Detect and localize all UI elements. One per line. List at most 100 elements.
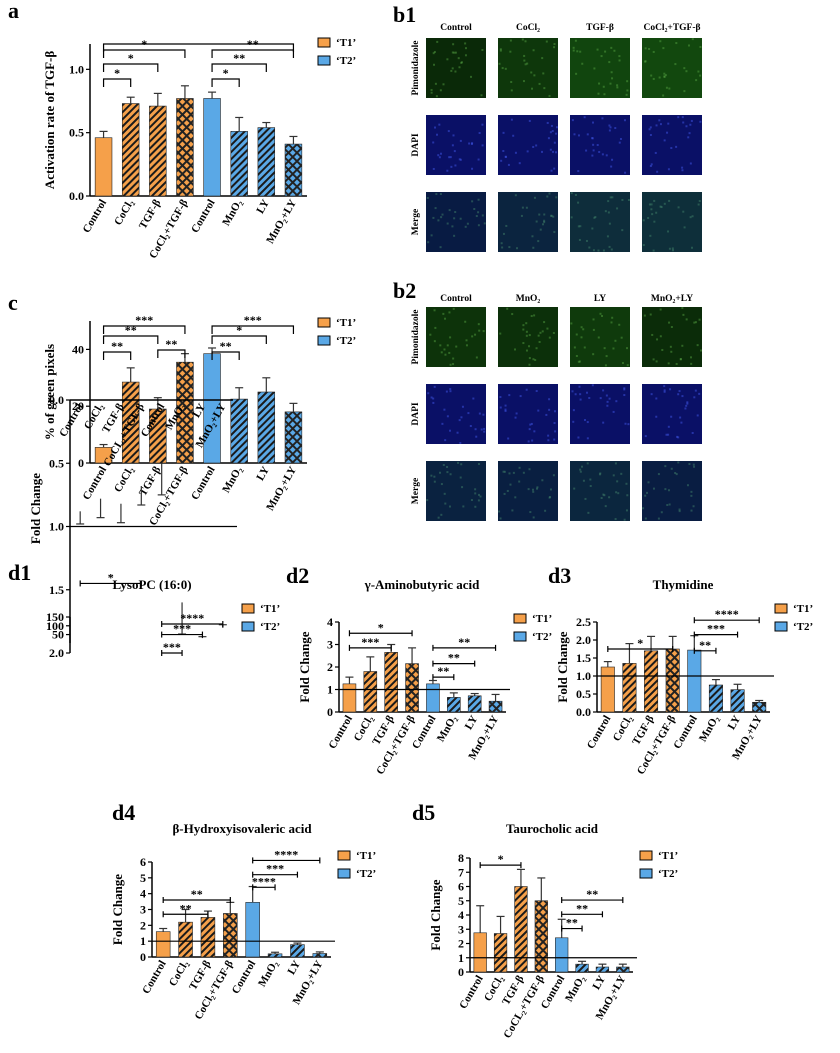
- x-tick-label: LY: [591, 973, 609, 991]
- legend-swatch-t2: [513, 631, 527, 642]
- error-bar-2: [516, 868, 525, 887]
- significance-bracket: **: [211, 37, 295, 58]
- error-bar-1: [126, 96, 135, 104]
- error-bar-5: [449, 692, 458, 698]
- y-tick-label: 0.5: [69, 126, 84, 140]
- bar-2: [514, 886, 528, 973]
- significance-bracket: *: [211, 323, 267, 344]
- error-bar-0: [603, 660, 612, 667]
- significance-bracket: **: [561, 887, 624, 904]
- y-tick-label: 1: [140, 934, 146, 948]
- error-bar-0: [76, 511, 85, 525]
- column-header: Control: [440, 23, 472, 33]
- significance-bracket: **: [432, 635, 497, 651]
- panel-label: b1: [393, 2, 416, 27]
- significance-bracket: **: [162, 887, 231, 903]
- legend-label-t1: ‘T1’: [336, 317, 356, 329]
- legend: ‘T1’ ‘T2’: [317, 37, 356, 67]
- legend-swatch-t2: [317, 55, 331, 66]
- column-header: CoCl₂+TGF-β: [643, 23, 700, 33]
- x-tick-label: MnO₂: [435, 713, 460, 744]
- legend: ‘T1’ ‘T2’: [317, 317, 356, 347]
- y-tick-label: 2: [140, 918, 146, 932]
- error-bar-1: [496, 915, 505, 934]
- significance-bracket: ***: [693, 622, 739, 638]
- bar-3: [534, 900, 548, 973]
- bar-6: [595, 966, 610, 973]
- y-tick-label: 0: [140, 950, 146, 964]
- significance-bracket: ****: [252, 847, 321, 864]
- x-tick-label: Control: [57, 402, 86, 440]
- significance-bracket: *: [607, 636, 674, 652]
- error-bar-5: [235, 387, 244, 400]
- row-label: Merge: [411, 209, 421, 235]
- y-axis-title: Fold Change: [428, 879, 443, 950]
- error-bar-2: [153, 92, 162, 107]
- x-tick-label: TGF-β: [137, 197, 164, 231]
- x-tick-label: Control: [81, 198, 110, 236]
- bar-0: [473, 932, 487, 973]
- column-header: LY: [594, 294, 606, 304]
- x-tick-label: MnO₂: [697, 713, 722, 744]
- error-bar-3: [537, 877, 546, 901]
- error-bar-6: [262, 121, 271, 128]
- micrograph-image: [642, 384, 702, 444]
- micrograph-image: [570, 192, 630, 252]
- chart-a: a 0.0 0.5 1.0 Activation rate of TGF-β Contro…: [8, 0, 356, 261]
- legend-swatch-t2: [639, 868, 653, 879]
- y-tick-label: 4: [327, 615, 333, 629]
- micrograph-image: [642, 461, 702, 521]
- error-bar-6: [262, 377, 271, 392]
- error-bar-3: [226, 901, 235, 914]
- legend-swatch-t1: [337, 850, 351, 861]
- legend-swatch-t2: [337, 868, 351, 879]
- legend-swatch-t2: [241, 621, 255, 632]
- x-tick-label: Control: [140, 959, 169, 997]
- panel-label: d3: [548, 563, 571, 588]
- chart-d2: d2 γ-Aminobutyric acid 0 1 2 3 4 Fold Change Con…: [286, 563, 552, 777]
- significance-label: **: [111, 339, 123, 353]
- y-tick-label: 1.5: [576, 651, 591, 665]
- significance-bracket: *: [102, 51, 159, 72]
- micrograph-image: [570, 115, 630, 175]
- bar-2: [384, 652, 398, 713]
- significance-label: **: [165, 337, 177, 351]
- error-bar-0: [99, 443, 108, 448]
- column-header: Control: [440, 294, 472, 304]
- micrograph-image: [570, 461, 630, 521]
- y-tick-label: 2.0: [576, 633, 591, 647]
- y-axis-title: Fold Change: [110, 874, 125, 945]
- row-label: Pimonidazole: [411, 41, 421, 96]
- significance-bracket: **: [561, 916, 583, 932]
- y-tick-label: 3: [458, 922, 464, 936]
- bar-7: [616, 966, 630, 973]
- error-bar-0: [99, 130, 108, 138]
- micrograph-image: [642, 38, 702, 98]
- significance-bracket: **: [561, 901, 604, 918]
- bar-1: [178, 921, 193, 958]
- legend: ‘T1’ ‘T2’: [337, 850, 376, 880]
- x-tick-label: LY: [463, 713, 481, 731]
- significance-bracket: ****: [693, 607, 760, 624]
- micrograph-image: [426, 461, 486, 521]
- column-header: MnO₂+LY: [651, 294, 693, 304]
- column-header: TGF-β: [586, 23, 614, 33]
- significance-bracket: **: [157, 337, 186, 358]
- micrograph-image: [570, 384, 630, 444]
- y-tick-label: 2.0: [49, 646, 64, 660]
- bar-3: [405, 663, 419, 713]
- error-bar-7: [618, 963, 627, 968]
- bar-1: [363, 671, 378, 713]
- y-tick-label: 150: [46, 610, 64, 624]
- y-tick-label: 5: [458, 894, 464, 908]
- x-tick-label: MnO₂: [256, 958, 281, 989]
- significance-label: ****: [180, 611, 204, 625]
- significance-label: ***: [173, 622, 191, 636]
- significance-label: **: [448, 651, 460, 665]
- bar-0: [600, 666, 615, 713]
- bar-3: [223, 913, 238, 958]
- x-tick-label: LY: [254, 464, 272, 482]
- legend-label-t2: ‘T2’: [260, 621, 280, 633]
- micrograph-image: [498, 115, 558, 175]
- error-bar-7: [315, 951, 324, 954]
